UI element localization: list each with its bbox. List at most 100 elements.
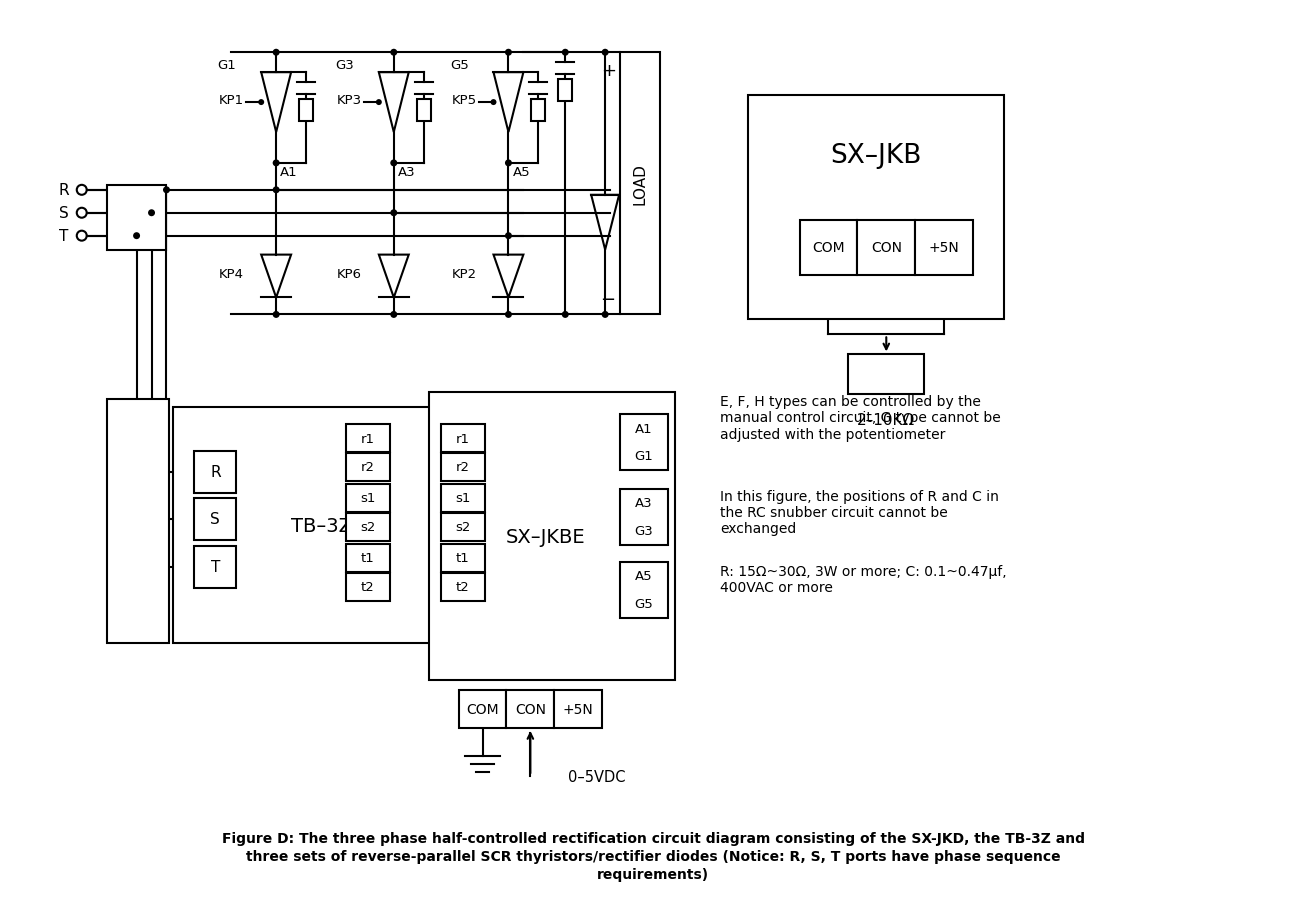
Bar bbox=[554, 691, 602, 729]
Text: r2: r2 bbox=[456, 461, 470, 474]
Text: r1: r1 bbox=[456, 432, 470, 445]
Text: KP1: KP1 bbox=[219, 94, 244, 107]
Text: COM: COM bbox=[812, 241, 845, 255]
Circle shape bbox=[505, 312, 512, 319]
Text: KP4: KP4 bbox=[219, 267, 244, 281]
Bar bbox=[174, 408, 436, 644]
Text: A5: A5 bbox=[512, 166, 530, 179]
Circle shape bbox=[505, 50, 512, 56]
Text: A3: A3 bbox=[635, 496, 653, 510]
Circle shape bbox=[390, 160, 397, 168]
Circle shape bbox=[376, 100, 381, 106]
Bar bbox=[440, 454, 485, 481]
Text: three sets of reverse-parallel SCR thyristors/rectifier diodes (Notice: R, S, T : three sets of reverse-parallel SCR thyri… bbox=[246, 849, 1060, 863]
Text: SX–JKB: SX–JKB bbox=[831, 143, 922, 169]
Bar bbox=[440, 425, 485, 453]
Text: E, F, H types can be controlled by the
manual control circuit, G type cannot be
: E, F, H types can be controlled by the m… bbox=[720, 394, 1000, 441]
Text: +5N: +5N bbox=[929, 241, 960, 255]
Circle shape bbox=[390, 210, 397, 217]
Bar bbox=[346, 544, 389, 572]
Circle shape bbox=[273, 187, 279, 194]
Bar bbox=[417, 100, 431, 122]
Circle shape bbox=[491, 100, 496, 106]
Bar bbox=[346, 425, 389, 453]
Circle shape bbox=[602, 50, 609, 56]
Text: r1: r1 bbox=[360, 432, 375, 445]
Text: R: R bbox=[210, 465, 221, 480]
Bar bbox=[440, 544, 485, 572]
Bar bbox=[346, 573, 389, 601]
Bar bbox=[440, 513, 485, 541]
Text: s2: s2 bbox=[454, 521, 470, 534]
Text: G1: G1 bbox=[635, 450, 653, 463]
Bar bbox=[107, 400, 170, 644]
Bar bbox=[458, 691, 507, 729]
Text: CON: CON bbox=[515, 702, 546, 716]
Circle shape bbox=[133, 233, 140, 240]
Text: G1: G1 bbox=[218, 58, 236, 72]
Circle shape bbox=[505, 233, 512, 240]
Text: 0–5VDC: 0–5VDC bbox=[568, 769, 626, 783]
Circle shape bbox=[273, 50, 279, 56]
Bar bbox=[620, 53, 660, 315]
Bar bbox=[346, 485, 389, 512]
Text: R: 15Ω~30Ω, 3W or more; C: 0.1~0.47μf,
400VAC or more: R: 15Ω~30Ω, 3W or more; C: 0.1~0.47μf, 4… bbox=[720, 564, 1007, 594]
Bar bbox=[299, 100, 313, 122]
Text: s1: s1 bbox=[360, 492, 376, 505]
Bar bbox=[849, 355, 925, 394]
Text: s1: s1 bbox=[454, 492, 470, 505]
Text: +5N: +5N bbox=[563, 702, 594, 716]
Text: R: R bbox=[59, 183, 69, 198]
Text: t1: t1 bbox=[360, 551, 375, 565]
Text: −: − bbox=[601, 292, 615, 309]
Bar bbox=[558, 80, 572, 102]
Text: requirements): requirements) bbox=[597, 866, 709, 881]
Circle shape bbox=[562, 50, 568, 56]
Text: KP2: KP2 bbox=[452, 267, 477, 281]
Text: In this figure, the positions of R and C in
the RC snubber circuit cannot be
exc: In this figure, the positions of R and C… bbox=[720, 489, 999, 536]
Text: s2: s2 bbox=[360, 521, 376, 534]
Text: S: S bbox=[210, 512, 221, 527]
Bar bbox=[195, 452, 236, 494]
Text: A3: A3 bbox=[398, 166, 415, 179]
Text: TB–3Z: TB–3Z bbox=[290, 517, 351, 535]
Text: t1: t1 bbox=[456, 551, 469, 565]
Text: G3: G3 bbox=[635, 525, 653, 537]
Bar bbox=[532, 100, 546, 122]
Text: G5: G5 bbox=[449, 58, 469, 72]
Bar bbox=[346, 513, 389, 541]
Text: KP5: KP5 bbox=[452, 94, 477, 107]
Circle shape bbox=[273, 160, 279, 168]
Bar bbox=[195, 546, 236, 588]
Bar bbox=[507, 691, 554, 729]
Bar bbox=[620, 489, 667, 545]
Bar bbox=[107, 186, 166, 251]
Text: r2: r2 bbox=[360, 461, 375, 474]
Bar bbox=[428, 393, 675, 681]
Bar bbox=[620, 562, 667, 618]
Text: S: S bbox=[59, 206, 69, 221]
Text: T: T bbox=[210, 559, 219, 575]
Bar bbox=[799, 220, 857, 275]
Circle shape bbox=[273, 312, 279, 319]
Text: A5: A5 bbox=[635, 569, 653, 582]
Text: 2–10KΩ: 2–10KΩ bbox=[857, 412, 916, 427]
Circle shape bbox=[390, 312, 397, 319]
Circle shape bbox=[259, 100, 264, 106]
Text: T: T bbox=[59, 229, 68, 244]
Text: KP3: KP3 bbox=[337, 94, 362, 107]
Circle shape bbox=[505, 160, 512, 168]
Circle shape bbox=[602, 312, 609, 319]
Text: Figure D: The three phase half-controlled rectification circuit diagram consisti: Figure D: The three phase half-controlle… bbox=[222, 831, 1084, 844]
Bar bbox=[857, 220, 916, 275]
Circle shape bbox=[163, 187, 170, 194]
Bar bbox=[440, 485, 485, 512]
Text: G3: G3 bbox=[336, 58, 354, 72]
Text: G5: G5 bbox=[635, 598, 653, 610]
Text: t2: t2 bbox=[360, 580, 375, 593]
Bar bbox=[440, 573, 485, 601]
Text: SX–JKBE: SX–JKBE bbox=[505, 527, 585, 547]
Circle shape bbox=[562, 312, 568, 319]
Text: LOAD: LOAD bbox=[632, 163, 648, 205]
Text: A1: A1 bbox=[281, 166, 298, 179]
